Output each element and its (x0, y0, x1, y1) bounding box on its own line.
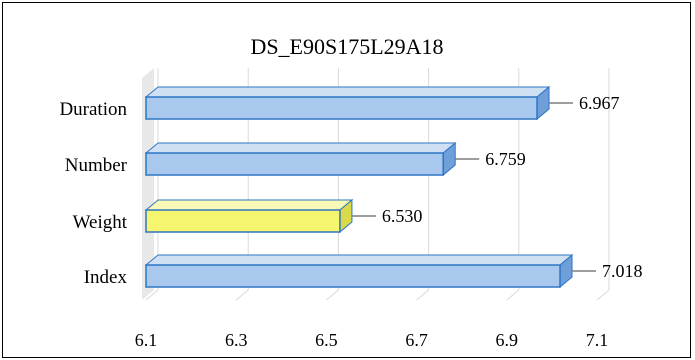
category-labels: Duration Number Weight Index (59, 99, 127, 288)
category-label-weight: Weight (73, 212, 128, 233)
x-tick-label: 7.1 (586, 330, 609, 350)
value-labels: 6.967 6.759 6.530 7.018 (351, 93, 643, 281)
category-label-duration: Duration (59, 99, 127, 120)
bar-front-face (145, 96, 538, 120)
chart-wall (142, 68, 154, 300)
x-tick-label: 6.9 (496, 330, 519, 350)
bar-top-face (144, 86, 551, 98)
bar-series (144, 85, 574, 289)
bar-number (144, 141, 457, 177)
chart-back-wall (142, 68, 154, 300)
bar-front-face (145, 152, 444, 176)
bar-weight (144, 198, 354, 234)
data-label-number: 6.759 (485, 149, 525, 169)
gridline-floor-1 (235, 289, 249, 301)
bar-top-face (144, 254, 574, 266)
x-tick-label: 6.5 (315, 330, 338, 350)
x-tick-label: 6.7 (405, 330, 428, 350)
x-tick-label: 6.1 (135, 330, 158, 350)
category-label-number: Number (65, 155, 128, 176)
category-label-index: Index (84, 267, 128, 288)
data-label-index: 7.018 (602, 261, 643, 281)
gridline-floor-5 (596, 289, 610, 301)
gridline-floor-4 (506, 289, 520, 301)
chart-title: DS_E90S175L29A18 (250, 34, 443, 59)
bar-index (144, 253, 574, 289)
x-tick-labels: 6.1 6.3 6.5 6.7 6.9 7.1 (135, 330, 609, 350)
gridline-floor-2 (326, 289, 339, 301)
bar-top-face (144, 199, 354, 211)
gridline-floor-3 (416, 289, 429, 301)
data-label-duration: 6.967 (579, 93, 620, 113)
gridline-floor-0 (145, 289, 159, 301)
data-label-weight: 6.530 (382, 206, 423, 226)
bar-front-face (145, 264, 561, 288)
bar-duration (144, 85, 551, 121)
x-tick-label: 6.3 (225, 330, 248, 350)
bar-front-face (145, 209, 341, 233)
bar-top-face (144, 142, 457, 154)
